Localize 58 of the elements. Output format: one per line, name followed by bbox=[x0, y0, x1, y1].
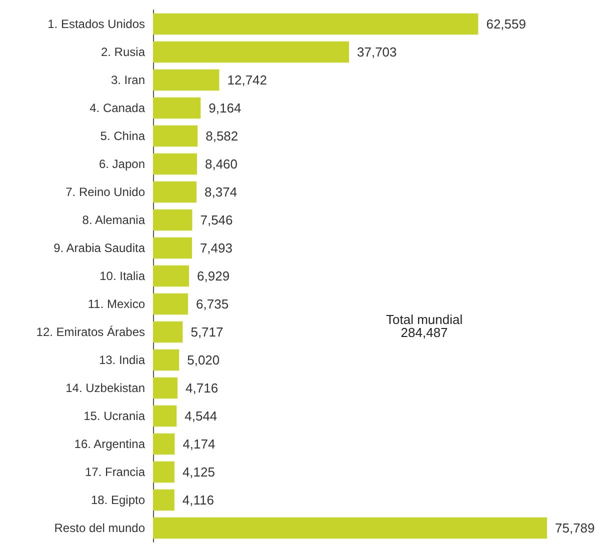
data-label: 8,582 bbox=[206, 128, 238, 144]
y-tick-label: Resto del mundo bbox=[54, 521, 146, 535]
y-tick-label: 8. Alemania bbox=[82, 213, 146, 227]
y-tick-label: 5. China bbox=[100, 129, 146, 143]
bar bbox=[153, 517, 547, 539]
bar bbox=[153, 209, 192, 231]
data-label: 4,544 bbox=[184, 408, 218, 424]
y-tick-label: 13. India bbox=[98, 353, 146, 367]
y-tick-label: 14. Uzbekistan bbox=[66, 381, 145, 395]
data-label: 8,460 bbox=[204, 156, 238, 172]
data-label: 4,174 bbox=[182, 436, 216, 452]
bar bbox=[153, 321, 183, 343]
y-tick-label: 16. Argentina bbox=[74, 437, 146, 451]
data-label: 7,546 bbox=[200, 212, 233, 228]
bar bbox=[153, 41, 350, 63]
y-tick-label: 4. Canada bbox=[90, 101, 146, 115]
bar bbox=[153, 97, 201, 119]
bar bbox=[153, 237, 192, 259]
bar bbox=[153, 405, 177, 427]
data-label: 7,493 bbox=[200, 240, 232, 256]
y-tick-label: 11. Mexico bbox=[88, 297, 146, 311]
y-tick-label: 7. Reino Unido bbox=[66, 185, 146, 199]
bar bbox=[153, 489, 174, 511]
bar bbox=[153, 181, 197, 203]
bar bbox=[153, 125, 198, 147]
bar bbox=[153, 69, 220, 91]
bar bbox=[153, 13, 478, 35]
y-tick-label: 9. Arabia Saudita bbox=[54, 241, 146, 255]
data-label: 37,703 bbox=[357, 44, 397, 60]
bar bbox=[153, 377, 178, 399]
data-label: 5,717 bbox=[190, 324, 224, 340]
data-label: 4,716 bbox=[186, 380, 218, 396]
data-label: 6,735 bbox=[196, 296, 229, 312]
y-tick-label: 15. Ucrania bbox=[84, 409, 146, 423]
annotation: Total mundial 284,487 bbox=[386, 312, 463, 340]
y-tick-label: 17. Francia bbox=[84, 465, 146, 479]
bar bbox=[153, 153, 197, 175]
data-label: 62,559 bbox=[486, 16, 526, 32]
data-label: 8,374 bbox=[204, 184, 238, 200]
y-tick-label: 6. Japon bbox=[98, 157, 145, 171]
data-label: 5,020 bbox=[187, 352, 220, 368]
y-tick-label: 3. Iran bbox=[110, 73, 145, 87]
y-tick-label: 12. Emiratos Árabes bbox=[36, 325, 145, 339]
bar bbox=[153, 265, 190, 287]
y-tick-label: 10. Italia bbox=[100, 269, 146, 283]
bar bbox=[153, 433, 175, 455]
bar bbox=[153, 293, 188, 315]
y-tick-label: 2. Rusia bbox=[100, 45, 146, 59]
data-label: 6,929 bbox=[197, 268, 230, 284]
bar bbox=[153, 349, 180, 371]
data-label: 4,116 bbox=[182, 492, 214, 508]
y-tick-label: 1. Estados Unidos bbox=[48, 17, 145, 31]
bar bbox=[153, 461, 174, 483]
data-label: 4,125 bbox=[182, 464, 215, 480]
data-label: 9,164 bbox=[208, 100, 242, 116]
y-tick-label: 18. Egipto bbox=[90, 493, 146, 507]
data-label: 12,742 bbox=[227, 72, 268, 88]
data-label: 75,789 bbox=[555, 520, 595, 536]
